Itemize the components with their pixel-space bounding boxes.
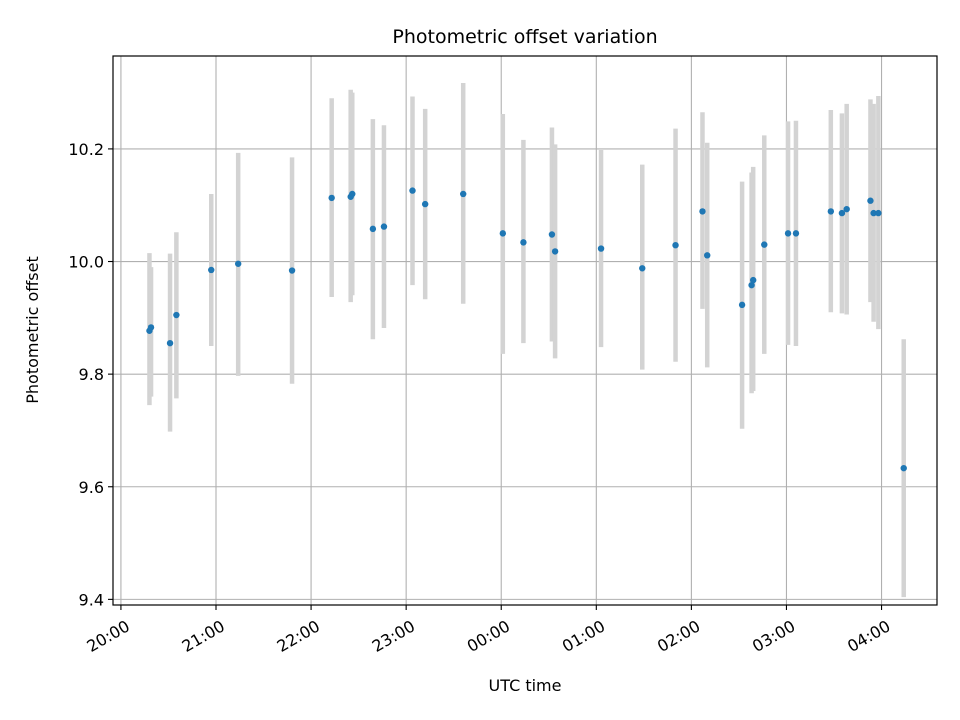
data-point	[704, 252, 711, 259]
data-point	[843, 205, 850, 213]
data-point	[639, 265, 646, 272]
data-point	[499, 230, 507, 237]
data-point	[838, 209, 846, 217]
data-point	[748, 281, 755, 289]
y-tick-label: 9.8	[79, 365, 104, 384]
data-point	[548, 231, 556, 238]
data-point	[208, 266, 215, 274]
data-point	[349, 190, 356, 198]
chart-title: Photometric offset variation	[392, 26, 657, 48]
data-point	[761, 241, 768, 248]
data-point	[166, 339, 174, 347]
y-tick-label: 9.4	[79, 590, 104, 609]
data-point	[369, 225, 377, 233]
data-point	[421, 200, 429, 208]
y-axis-label: Photometric offset	[23, 256, 42, 404]
data-point	[827, 208, 835, 215]
data-point	[699, 208, 706, 215]
y-tick-label: 10.0	[68, 253, 104, 272]
data-point	[870, 209, 877, 217]
data-points	[146, 187, 907, 472]
plot-frame	[112, 55, 938, 606]
y-tick-label: 10.2	[68, 140, 104, 159]
data-point	[460, 190, 467, 198]
data-point	[738, 301, 746, 309]
x-axis-label: UTC time	[489, 676, 562, 695]
data-point	[551, 248, 559, 255]
data-point	[672, 241, 679, 249]
data-point	[875, 209, 882, 217]
data-point	[900, 464, 907, 472]
data-point	[147, 324, 155, 331]
data-point	[288, 267, 296, 274]
y-tick-label: 9.6	[79, 478, 104, 497]
data-point	[784, 230, 792, 237]
data-point	[409, 187, 416, 194]
y-axis-ticks: 9.4 9.6 9.8 10.0 10.2	[68, 140, 113, 609]
data-point	[749, 276, 757, 284]
data-point	[328, 194, 335, 202]
data-point	[173, 311, 180, 319]
data-point	[867, 197, 874, 204]
data-point	[597, 245, 605, 252]
data-point	[380, 223, 388, 230]
data-point	[792, 230, 800, 237]
data-point	[234, 260, 242, 267]
data-point	[520, 239, 527, 246]
